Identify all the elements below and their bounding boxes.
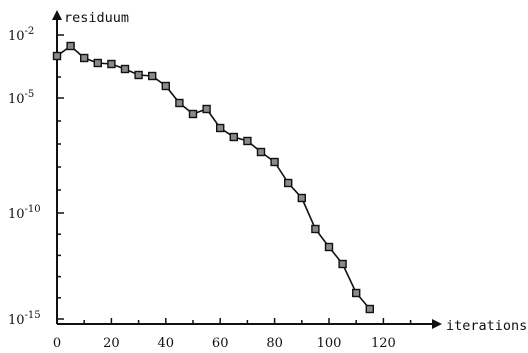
y-tick-label: 10-5 bbox=[8, 89, 34, 107]
x-tick-label: 20 bbox=[103, 336, 120, 351]
x-tick-label: 40 bbox=[158, 336, 175, 351]
data-point bbox=[256, 147, 266, 157]
y-axis-label: residuum bbox=[64, 10, 129, 26]
y-tick-label: 10-2 bbox=[8, 26, 34, 44]
data-point bbox=[175, 98, 184, 108]
y-tick-label: 10-10 bbox=[8, 204, 41, 222]
data-point bbox=[120, 64, 130, 74]
y-axis-ticks: 10-2 10-5 10-10 10-15 bbox=[8, 26, 64, 328]
data-point bbox=[161, 81, 171, 91]
y-tick-label: 10-15 bbox=[8, 310, 41, 328]
data-point bbox=[352, 288, 361, 298]
data-point bbox=[134, 70, 143, 80]
residuum-series bbox=[52, 41, 374, 314]
data-point bbox=[311, 224, 320, 234]
data-point bbox=[93, 58, 103, 68]
data-point bbox=[107, 59, 116, 69]
x-axis-ticks: 0 20 40 60 80 100 120 bbox=[53, 318, 412, 351]
data-point bbox=[284, 178, 293, 188]
x-tick-label: 0 bbox=[53, 336, 61, 351]
data-point bbox=[270, 157, 279, 167]
data-point bbox=[365, 304, 374, 314]
x-tick-label: 120 bbox=[371, 336, 396, 351]
data-point bbox=[52, 51, 62, 61]
x-axis-label: iterations bbox=[446, 318, 527, 334]
data-point bbox=[229, 132, 239, 142]
data-point bbox=[66, 41, 75, 51]
x-tick-label: 80 bbox=[266, 336, 283, 351]
x-tick-label: 60 bbox=[212, 336, 229, 351]
data-point bbox=[297, 193, 306, 203]
x-tick-label: 100 bbox=[317, 336, 342, 351]
data-point bbox=[324, 242, 334, 252]
data-point bbox=[202, 104, 211, 114]
data-point bbox=[243, 136, 252, 146]
data-point bbox=[188, 109, 198, 119]
residuum-line bbox=[56, 44, 371, 310]
data-point bbox=[79, 53, 89, 63]
data-point bbox=[215, 123, 225, 133]
data-point bbox=[338, 259, 347, 269]
data-point bbox=[147, 71, 157, 81]
